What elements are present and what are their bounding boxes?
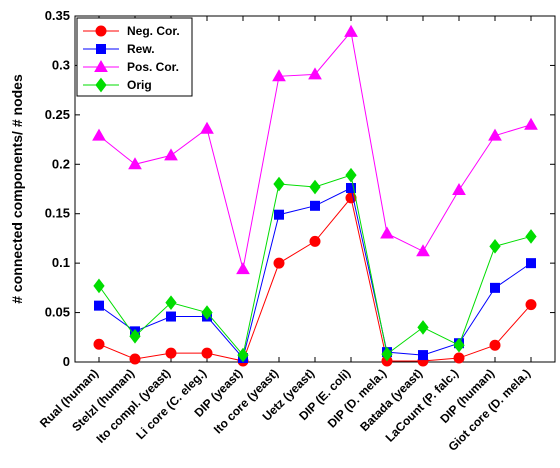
data-point-neg-cor [273,257,285,269]
data-point-neg-cor [525,299,537,311]
legend-label: Neg. Cor. [127,24,180,38]
legend-label: Orig [127,78,152,92]
y-axis: 0 0.05 0.1 0.15 0.2 0.25 0.3 0.35 [45,8,555,369]
data-point-pos-cor [524,117,538,130]
data-point-pos-cor [128,157,142,170]
data-point-orig [417,320,429,335]
legend-marker-pos-cor [94,59,108,72]
data-point-pos-cor [164,148,178,161]
y-tick-label: 0 [63,354,70,369]
x-tick-label: Stelzl (human) [69,366,137,434]
data-point-neg-cor [129,353,141,365]
data-point-rew [490,282,500,293]
data-point-pos-cor [452,182,466,195]
legend: Neg. Cor. Rew. Pos. Cor. Orig [76,17,193,97]
series-pos-cor [92,24,538,275]
series-orig [93,167,537,363]
data-point-orig [165,295,177,311]
x-tick-label: Ito core (yeast) [211,366,281,436]
data-point-pos-cor [416,244,430,257]
y-tick-label: 0.25 [45,107,70,122]
data-point-rew [166,311,176,322]
data-point-orig [345,167,357,183]
y-tick-label: 0.05 [45,305,70,320]
data-point-orig [201,305,213,320]
data-point-orig [93,278,105,294]
legend-marker-neg-cor [95,25,107,37]
data-point-neg-cor [93,338,105,350]
y-axis-label: # connected components/ # nodes [9,74,25,304]
data-point-orig [273,176,285,192]
data-point-neg-cor [489,339,501,351]
y-tick-label: 0.15 [45,206,70,221]
x-tick-label: Batada (yeast) [357,366,425,434]
data-point-rew [526,258,536,269]
data-point-orig [489,239,501,254]
data-point-pos-cor [308,67,322,80]
y-tick-label: 0.2 [52,156,70,171]
data-point-pos-cor [92,128,106,141]
data-point-orig [309,179,321,195]
data-point-rew [274,209,284,220]
data-point-rew [310,200,320,211]
data-point-orig [381,346,393,362]
data-point-orig [525,229,537,244]
data-point-pos-cor [236,262,250,275]
data-point-orig [453,337,465,353]
series-layer [92,24,538,367]
data-point-orig [237,347,249,363]
data-point-neg-cor [165,347,177,359]
legend-marker-orig [95,77,107,93]
data-point-rew [346,183,356,194]
data-point-rew [94,300,104,311]
legend-label: Rew. [127,42,155,56]
y-tick-label: 0.35 [45,8,70,23]
data-point-pos-cor [488,128,502,141]
legend-label: Pos. Cor. [127,60,179,74]
data-point-pos-cor [380,226,394,239]
legend-box [76,17,193,97]
data-point-neg-cor [201,347,213,359]
data-point-neg-cor [453,352,465,364]
y-tick-label: 0.1 [52,255,70,270]
data-point-orig [129,328,141,344]
data-point-rew [418,350,428,361]
y-tick-label: 0.3 [52,57,70,72]
legend-marker-rew [96,44,106,54]
data-point-neg-cor [309,235,321,247]
data-point-pos-cor [272,69,286,82]
data-point-pos-cor [200,121,214,134]
data-point-pos-cor [344,24,358,37]
series-neg-cor [93,192,537,367]
